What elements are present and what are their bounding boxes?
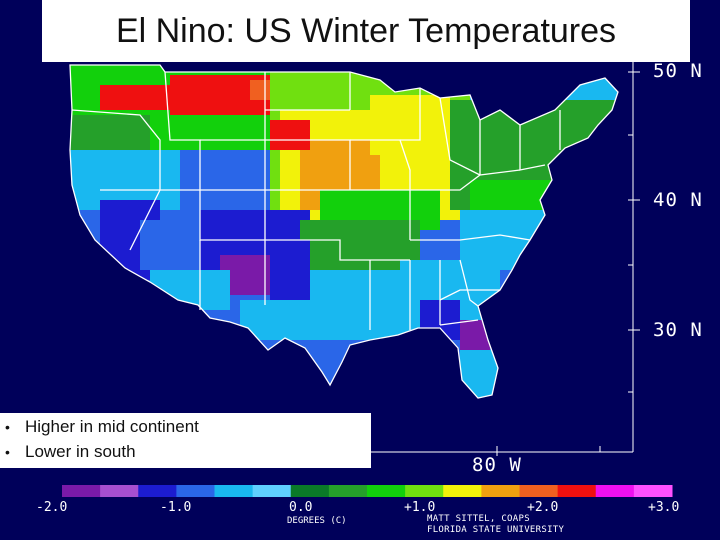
scale-swatch <box>176 485 216 497</box>
scale-swatch <box>443 485 482 497</box>
scale-swatch <box>62 485 101 497</box>
bullet-text: Higher in mid continent <box>25 417 199 436</box>
scale-tick-label: +1.0 <box>404 500 436 515</box>
scale-swatch <box>367 485 406 497</box>
bullet-list: • Higher in mid continent • Lower in sou… <box>0 413 371 468</box>
color-scale-bar <box>62 485 673 497</box>
scale-swatch <box>481 485 521 497</box>
scale-tick-label: +3.0 <box>648 500 680 515</box>
scale-swatch <box>519 485 559 497</box>
slide-title: El Nino: US Winter Temperatures <box>115 11 617 50</box>
scale-units: DEGREES (C) <box>287 516 347 526</box>
latitude-label-50n: 50 N <box>653 60 703 82</box>
bullet-item: • Higher in mid continent <box>0 416 371 438</box>
credit-line: MATT SITTEL, COAPS <box>427 514 530 524</box>
scale-swatch <box>405 485 444 497</box>
scale-swatch <box>557 485 597 497</box>
scale-swatch <box>290 485 330 497</box>
scale-tick-label: 0.0 <box>289 500 313 515</box>
credit-line: FLORIDA STATE UNIVERSITY <box>427 525 565 535</box>
scale-swatch <box>214 485 254 497</box>
bullet-text: Lower in south <box>25 442 136 461</box>
state-borders <box>69 64 619 399</box>
bullet-dot-icon: • <box>5 444 10 460</box>
bullet-item: • Lower in south <box>0 441 371 463</box>
longitude-label-80w: 80 W <box>472 454 522 476</box>
scale-tick-label: -1.0 <box>160 500 192 515</box>
latitude-label-30n: 30 N <box>653 319 703 341</box>
title-box: El Nino: US Winter Temperatures <box>42 0 690 62</box>
scale-tick-label: -2.0 <box>36 500 68 515</box>
scale-swatch <box>328 485 368 497</box>
scale-tick-label: +2.0 <box>527 500 559 515</box>
latitude-label-40n: 40 N <box>653 189 703 211</box>
scale-swatch <box>595 485 635 497</box>
scale-swatch <box>100 485 139 497</box>
scale-swatch <box>138 485 177 497</box>
bullet-dot-icon: • <box>5 419 10 435</box>
scale-swatch <box>633 485 673 497</box>
scale-swatch <box>252 485 292 497</box>
